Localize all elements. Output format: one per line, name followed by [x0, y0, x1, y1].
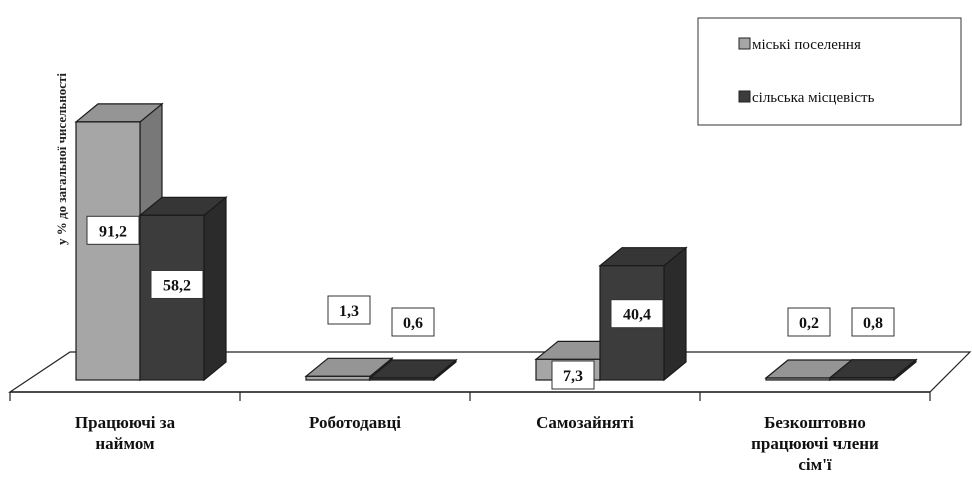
legend-label-urban: міські поселення	[752, 37, 861, 53]
data-label-box	[610, 299, 664, 329]
bar-front	[369, 377, 435, 381]
legend: міські поселення сільська місцевість	[697, 17, 962, 126]
legend-box	[697, 17, 962, 126]
bar-front	[305, 375, 371, 381]
category-label-2: Самозайняті	[536, 413, 634, 432]
legend-label-rural: сільська місцевість	[752, 90, 875, 106]
category-label-3: Безкоштовно працюючі члени сім'ї	[751, 413, 879, 474]
data-label-box	[551, 360, 595, 390]
data-labels: 91,2 58,2 1,3 0,6 7,3 40,4 0,2 0,8	[86, 215, 895, 390]
data-label-urban-0: 91,2	[86, 215, 140, 245]
data-label-urban-2: 7,3	[551, 360, 595, 390]
data-label-box	[787, 307, 831, 337]
data-label-box	[327, 295, 371, 325]
data-label-rural-0: 58,2	[150, 269, 204, 299]
data-label-text: 0,2	[799, 315, 819, 332]
data-label-rural-2: 40,4	[610, 299, 664, 329]
legend-swatch-urban	[738, 37, 751, 50]
data-label-rural-1: 0,6	[391, 307, 435, 337]
data-label-rural-3: 0,8	[851, 307, 895, 337]
data-label-box	[86, 215, 140, 245]
data-label-text: 0,6	[403, 315, 423, 332]
data-label-text: 7,3	[563, 368, 583, 385]
bar-front	[765, 377, 831, 381]
category-labels: Працюючі за наймом Роботодавці Самозайняті Б…	[75, 413, 879, 474]
data-label-urban-1: 1,3	[327, 295, 371, 325]
category-label-0: Працюючі за наймом	[75, 413, 176, 453]
y-axis-label: у % до загальної чисельності	[54, 73, 69, 245]
category-label-1: Роботодавці	[309, 413, 401, 432]
data-label-text: 1,3	[339, 303, 359, 320]
legend-swatch-rural	[738, 90, 751, 103]
data-label-text: 58,2	[163, 277, 191, 294]
data-label-text: 40,4	[623, 307, 651, 324]
bar-front	[829, 377, 895, 381]
bar-side	[203, 196, 227, 382]
bar-rural-3	[828, 358, 918, 382]
data-label-box	[851, 307, 895, 337]
data-label-box	[391, 307, 435, 337]
data-label-text: 91,2	[99, 223, 127, 240]
bar-rural-1	[368, 358, 458, 382]
bars	[74, 102, 918, 382]
data-label-text: 0,8	[863, 315, 883, 332]
bar-side	[663, 246, 687, 382]
data-label-box	[150, 269, 204, 299]
data-label-urban-3: 0,2	[787, 307, 831, 337]
category-ticks	[9, 392, 931, 401]
bar-front	[75, 121, 141, 381]
